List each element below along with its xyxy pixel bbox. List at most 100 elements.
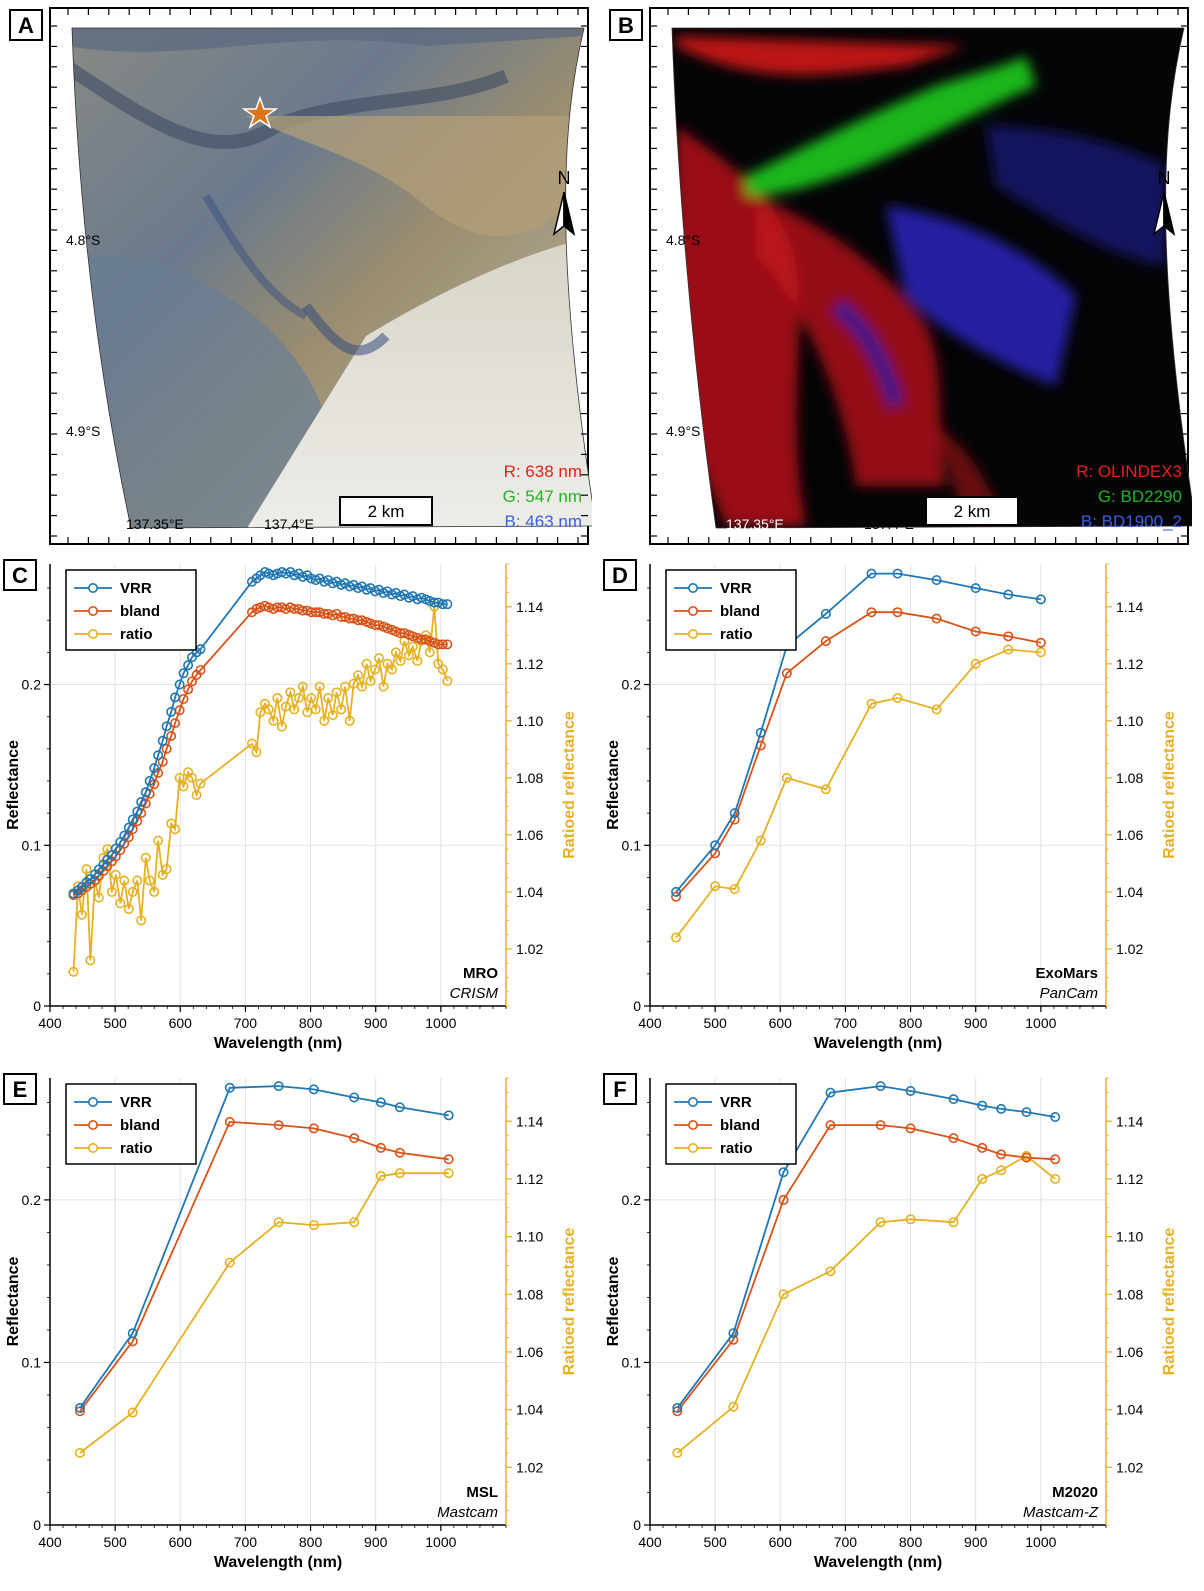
spectrum-chart-f: 400 500 600 700 800 900 1000 0 0.1 0.2 1.02 1.04 1.0… [603,1073,1178,1571]
data-point [931,613,942,624]
channel-r: R: 638 nm [504,462,582,481]
data-point [195,665,206,676]
x-tick-label: 1000 [425,1015,456,1031]
data-point [349,1092,360,1103]
data-point [132,806,143,817]
data-point [442,675,453,686]
y2-tick-label: 1.04 [516,1402,543,1418]
data-point [76,909,87,920]
panel-letter: A [18,13,34,38]
y2-tick-label: 1.08 [1116,1286,1143,1302]
data-point [820,608,831,619]
data-point [755,835,766,846]
data-point [375,1171,386,1182]
series-vrr [672,1081,1061,1413]
data-point [778,1289,789,1300]
panel-letter: D [612,563,628,588]
data-point [416,592,427,603]
data-point [378,681,389,692]
data-point [297,681,308,692]
instrument-label: CRISM [450,985,499,1002]
data-point [348,678,359,689]
data-point [437,599,448,610]
y-tick-label: 0.2 [22,677,42,693]
data-point [390,647,401,658]
data-point [996,1165,1007,1176]
series-line [79,1085,449,1409]
data-point [931,575,942,586]
legend-label: ratio [720,1140,753,1157]
data-point [875,1120,886,1131]
series-bland [74,1116,454,1417]
x-axis-label: Wavelength (nm) [214,1035,342,1052]
data-point [996,1103,1007,1114]
data-point [224,1257,235,1268]
x-tick-label: 500 [703,1015,727,1031]
x-axis-label: Wavelength (nm) [814,1554,942,1571]
y2-tick-label: 1.02 [516,1459,543,1475]
data-point [273,1120,284,1131]
series-ratio [671,644,1046,943]
x-tick-label: 400 [638,1534,662,1550]
data-point [153,835,164,846]
data-point [136,796,147,807]
data-point [187,772,198,783]
data-point [174,679,185,690]
x-tick-label: 400 [38,1534,62,1550]
legend-label: VRR [720,1094,752,1111]
data-point [825,1120,836,1131]
data-point [110,869,121,880]
x-tick-label: 700 [834,1534,858,1550]
scalebar [339,496,433,526]
data-point [399,628,410,639]
y2-axis-label: Ratioed reflectance [1161,711,1178,859]
data-point [442,599,453,610]
data-point [820,784,831,795]
data-point [285,687,296,698]
data-point [905,1123,916,1134]
data-point [123,904,134,915]
scalebar-label: 2 km [368,502,405,521]
star-marker-icon [241,95,279,129]
data-point [308,1123,319,1134]
y-tick-label: 0.2 [622,677,642,693]
data-point [127,814,138,825]
channel-b: B: BD1900_2 [1081,512,1182,531]
data-point [153,750,164,761]
data-point [948,1133,959,1144]
map-a-figure: A N 4.8°S 4.9°S 137.35°E 137.4°E 2 km R:… [9,7,597,545]
channel-g: G: 547 nm [503,487,582,506]
data-point [729,808,740,819]
x-tick-label: 1000 [1025,1534,1056,1550]
x-tick-label: 700 [234,1015,258,1031]
map-a-ticks [50,8,588,544]
y2-tick-label: 1.12 [1116,656,1143,672]
x-tick-label: 800 [299,1534,323,1550]
x-tick-label: 600 [769,1015,793,1031]
data-point [361,658,372,669]
data-point [127,1407,138,1418]
y-tick-label: 0.2 [622,1192,642,1208]
data-point [365,675,376,686]
legend-label: ratio [720,626,753,643]
y2-tick-label: 1.10 [516,713,543,729]
y-tick-label: 0 [633,1517,641,1533]
x-tick-label: 800 [299,1015,323,1031]
data-point [81,864,92,875]
data-point [671,891,682,902]
data-point [255,707,266,718]
series-line [79,1120,449,1412]
data-point [1035,637,1046,648]
x-axis-label: Wavelength (nm) [214,1554,342,1571]
data-point [672,1447,683,1458]
map-b-figure: B N 4.8°S 4.9°S 137.35°E 137.4°E 2 km R:… [609,7,1197,545]
y2-tick-label: 1.06 [1116,1344,1143,1360]
lon-label-2: 137.4°E [264,516,314,532]
y2-tick-label: 1.04 [1116,1402,1143,1418]
data-point [407,641,418,652]
data-point [178,781,189,792]
data-point [327,710,338,721]
y2-tick-label: 1.02 [1116,1459,1143,1475]
panel-letter-box [603,559,637,591]
y-axis-label: Reflectance [605,1256,622,1346]
